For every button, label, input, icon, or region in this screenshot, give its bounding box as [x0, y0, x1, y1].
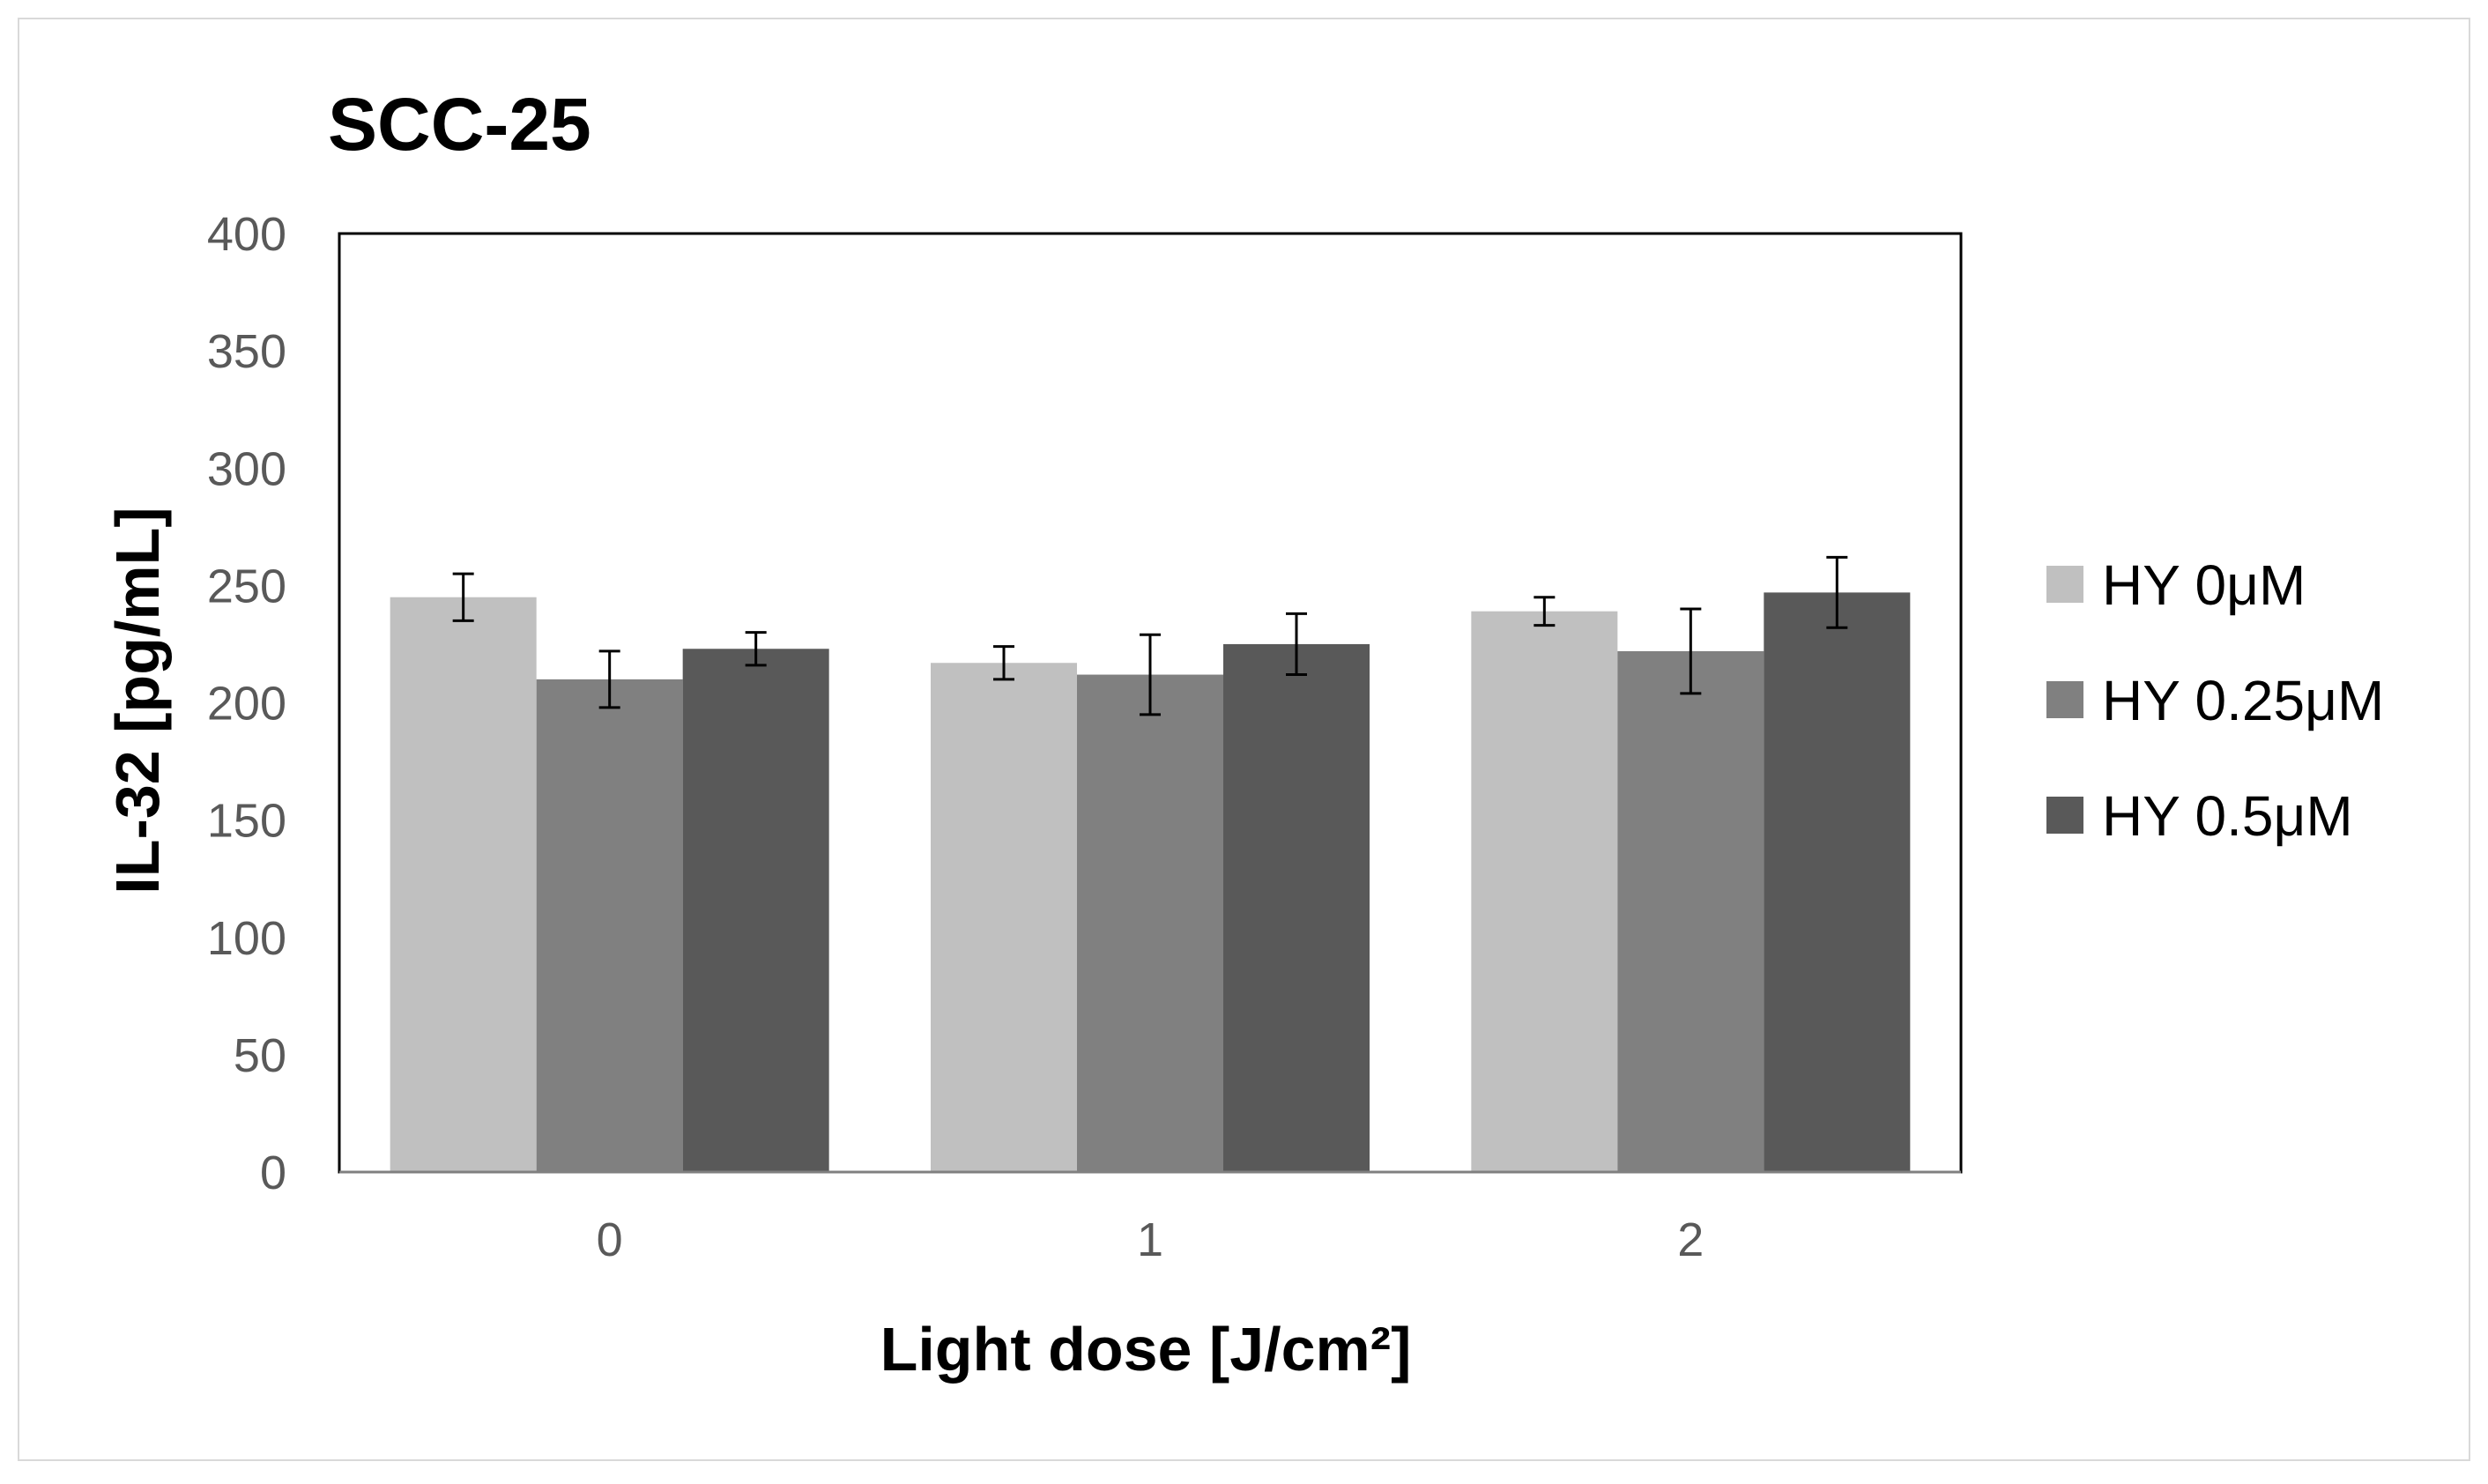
x-axis-title: Light dose [J/cm²]: [880, 1315, 1412, 1384]
bar-0-2: [682, 649, 829, 1172]
x-axis-ticks: 0 1 2: [597, 1213, 1704, 1266]
bars-group: [390, 592, 1911, 1172]
y-axis-ticks: 0 50 100 150 200 250 300 350 400: [207, 208, 286, 1199]
x-tick-label: 2: [1677, 1213, 1704, 1266]
x-tick-label: 1: [1137, 1213, 1163, 1266]
y-tick-label: 200: [207, 678, 286, 731]
bar-2-2: [1764, 592, 1911, 1172]
y-tick-label: 150: [207, 795, 286, 848]
legend-swatch-0: [2046, 566, 2083, 603]
bar-1-1: [1077, 674, 1223, 1172]
legend-swatch-1: [2046, 681, 2083, 718]
bar-0-1: [536, 679, 683, 1172]
bar-0-0: [390, 597, 537, 1172]
bar-1-2: [1223, 643, 1370, 1172]
bar-2-1: [1617, 650, 1764, 1172]
y-tick-label: 350: [207, 325, 286, 378]
y-tick-label: 250: [207, 560, 286, 612]
legend-swatch-2: [2046, 797, 2083, 834]
bar-2-0: [1471, 611, 1618, 1172]
y-tick-label: 50: [234, 1029, 286, 1082]
y-tick-label: 0: [260, 1146, 286, 1199]
legend-label-0: HY 0μM: [2102, 553, 2306, 617]
chart-title: SCC-25: [328, 83, 591, 166]
legend: HY 0μM HY 0.25μM HY 0.5μM: [2046, 553, 2384, 848]
error-bars-group: [452, 555, 1848, 716]
y-tick-label: 300: [207, 442, 286, 495]
y-tick-label: 100: [207, 912, 286, 965]
legend-label-1: HY 0.25μM: [2102, 669, 2384, 732]
x-tick-label: 0: [597, 1213, 623, 1266]
y-axis-title: IL-32 [pg/mL]: [103, 507, 172, 894]
y-tick-label: 400: [207, 208, 286, 261]
legend-label-2: HY 0.5μM: [2102, 784, 2353, 848]
bar-1-0: [931, 663, 1077, 1172]
